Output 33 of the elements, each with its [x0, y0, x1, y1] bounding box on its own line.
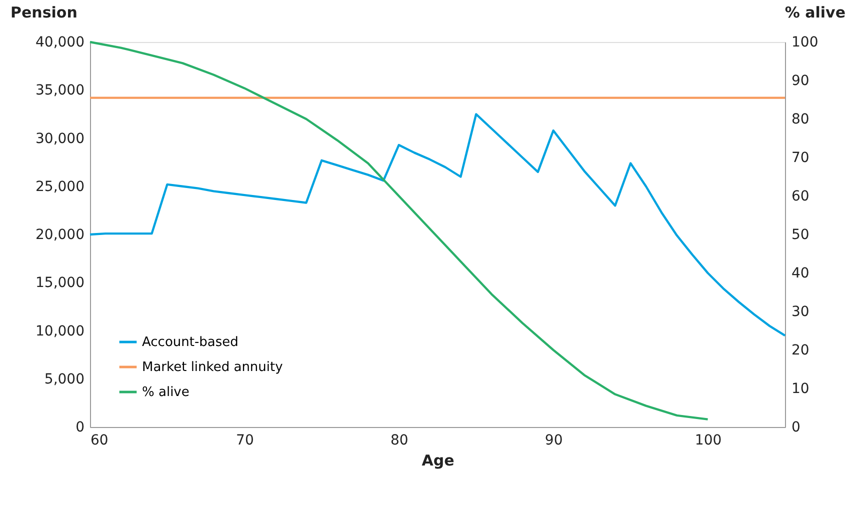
y-axis-title: Pension — [10, 4, 78, 22]
line-series — [88, 40, 709, 420]
y2-tick-label: 60 — [792, 188, 810, 204]
y-tick-label: 20,000 — [36, 227, 84, 243]
y-tick-label: 15,000 — [36, 275, 84, 292]
legend-label: Market linked annuity — [142, 360, 284, 375]
y2-tick-label: 20 — [792, 342, 810, 358]
y-tick-label: 10,000 — [36, 323, 84, 340]
y2-tick-label: 80 — [792, 112, 810, 128]
y-tick-label: 5,000 — [44, 371, 84, 388]
legend-label: Account-based — [142, 335, 238, 350]
y-tick-label: 25,000 — [36, 178, 84, 195]
line-series — [88, 113, 786, 337]
y-tick-label: 40,000 — [36, 34, 84, 50]
y2-tick-label: 50 — [792, 227, 810, 243]
x-tick-label: 80 — [390, 432, 408, 448]
y2-tick-label: 0 — [792, 420, 800, 436]
y2-tick-label: 10 — [792, 381, 810, 397]
y-tick-label: 0 — [76, 420, 84, 436]
y-tick-label: 30,000 — [36, 130, 84, 147]
x-tick-label: 60 — [90, 432, 108, 448]
y2-tick-label: 90 — [792, 73, 810, 89]
y-tick-label: 35,000 — [36, 82, 84, 99]
x-axis-title: Age — [422, 452, 454, 470]
legend-label: % alive — [142, 385, 190, 400]
y2-tick-label: 40 — [792, 266, 810, 282]
x-tick-label: 70 — [236, 432, 254, 448]
x-tick-label: 90 — [544, 432, 563, 448]
y2-tick-label: 30 — [792, 304, 810, 320]
y2-tick-label: 70 — [792, 150, 810, 166]
x-tick-label: 100 — [694, 432, 722, 448]
y2-axis-title: % alive — [784, 4, 846, 22]
y2-tick-label: 100 — [792, 34, 818, 50]
